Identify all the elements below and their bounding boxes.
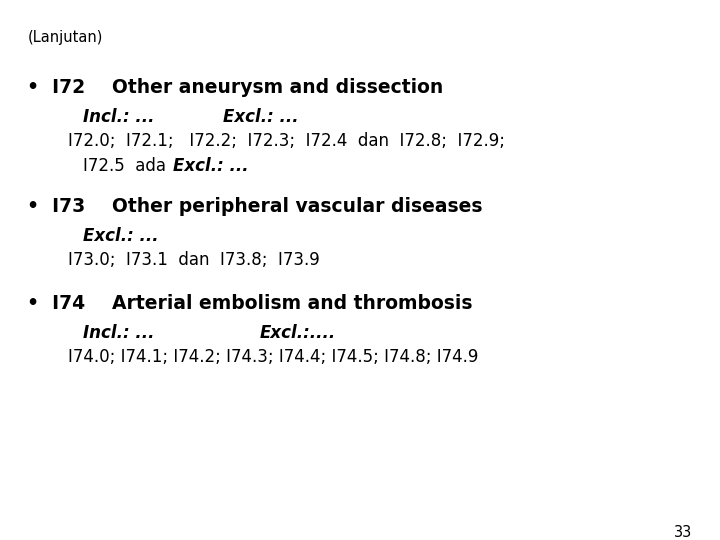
Text: Other aneurysm and dissection: Other aneurysm and dissection [112,78,443,97]
Text: Excl.: ...: Excl.: ... [173,157,248,174]
Text: Arterial embolism and thrombosis: Arterial embolism and thrombosis [112,294,472,313]
Text: •  I72: • I72 [27,78,86,97]
Text: Excl.:....: Excl.:.... [259,324,336,342]
Text: Other peripheral vascular diseases: Other peripheral vascular diseases [112,197,482,216]
Text: I72.5  ada: I72.5 ada [83,157,166,174]
Text: (Lanjutan): (Lanjutan) [27,30,103,45]
Text: Incl.: ...: Incl.: ... [83,324,154,342]
Text: I74.0; I74.1; I74.2; I74.3; I74.4; I74.5; I74.8; I74.9: I74.0; I74.1; I74.2; I74.3; I74.4; I74.5… [68,348,479,366]
Text: 33: 33 [675,525,693,540]
Text: I73.0;  I73.1  dan  I73.8;  I73.9: I73.0; I73.1 dan I73.8; I73.9 [68,251,320,269]
Text: Excl.: ...: Excl.: ... [83,227,158,245]
Text: •  I73: • I73 [27,197,86,216]
Text: Incl.: ...: Incl.: ... [83,108,154,126]
Text: Excl.: ...: Excl.: ... [223,108,299,126]
Text: I72.0;  I72.1;   I72.2;  I72.3;  I72.4  dan  I72.8;  I72.9;: I72.0; I72.1; I72.2; I72.3; I72.4 dan I7… [68,132,505,150]
Text: •  I74: • I74 [27,294,86,313]
